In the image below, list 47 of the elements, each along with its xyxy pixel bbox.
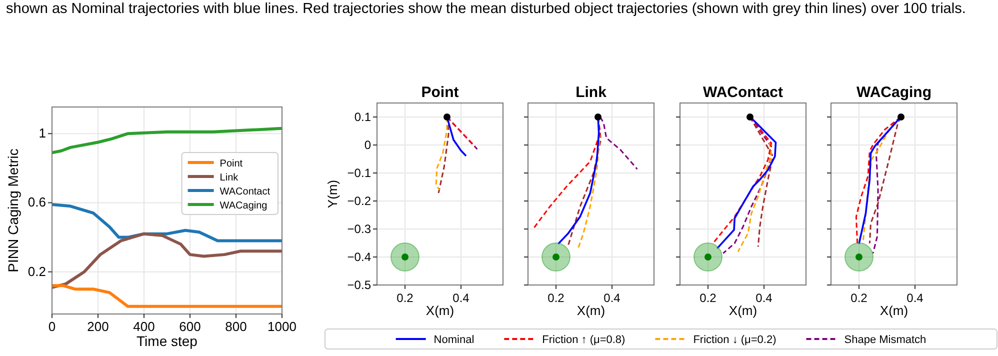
legend-label: Link (220, 172, 240, 184)
x-axis-title: X(m) (880, 303, 908, 318)
legend-label: Nominal (434, 334, 474, 346)
x-tick-label: 0.4 (452, 291, 470, 305)
x-tick-label: 0 (48, 319, 56, 334)
x-tick-label: 0.2 (548, 291, 565, 305)
y-tick-label: −0.3 (347, 222, 372, 236)
y-axis-title: PINN Caging Metric (5, 148, 21, 272)
x-tick-label: 400 (133, 319, 155, 334)
y-tick-label: 0.1 (354, 110, 372, 124)
legend-label: Friction ↓ (μ=0.2) (693, 334, 776, 346)
y-tick-label: −0.5 (347, 278, 372, 292)
y-tick-label: 0.6 (28, 194, 46, 210)
x-axis-title: X(m) (576, 303, 606, 318)
x-axis-title: X(m) (728, 303, 758, 318)
x-tick-label: 0.2 (850, 291, 868, 305)
legend-label: Shape Mismatch (844, 334, 926, 346)
chart-title: WAContact (703, 84, 783, 101)
y-tick-label: 0.2 (28, 264, 46, 279)
chart-title: WACaging (856, 84, 932, 101)
y-tick-label: −0.1 (347, 166, 372, 180)
x-tick-label: 0.4 (906, 291, 924, 305)
y-tick-label: −0.2 (347, 194, 372, 208)
line-series (52, 284, 282, 308)
legend-label: Friction ↑ (μ=0.8) (542, 334, 626, 346)
text: shown as Nominal trajectories with blue lines. Red trajectories show the mean disturbed object trajectories (shown with grey thin lines) over 100 trials. (6, 1, 966, 17)
x-tick-label: 0.4 (604, 291, 621, 305)
legend-label: WACaging (220, 200, 268, 212)
line-series (52, 232, 282, 289)
x-tick-label: 0.2 (396, 291, 414, 305)
x-axis-title: Time step (136, 333, 198, 349)
x-tick-label: 600 (179, 319, 201, 334)
legend-label: WAContact (220, 186, 270, 198)
x-tick-label: 800 (225, 319, 247, 334)
x-tick-label: 1000 (268, 319, 296, 334)
x-tick-label: 200 (87, 319, 109, 334)
y-tick-label: 0 (364, 138, 372, 152)
legend-label: Point (220, 158, 243, 170)
chart-title: Link (576, 84, 608, 101)
x-tick-label: 0.2 (700, 291, 717, 305)
chart-title: Point (421, 84, 459, 101)
y-axis-title: Y(m) (325, 180, 340, 208)
y-tick-label: −0.4 (347, 250, 372, 264)
line-series (52, 126, 282, 154)
x-axis-title: X(m) (426, 303, 454, 318)
y-tick-label: 1 (38, 126, 46, 141)
x-tick-label: 0.4 (756, 291, 773, 305)
